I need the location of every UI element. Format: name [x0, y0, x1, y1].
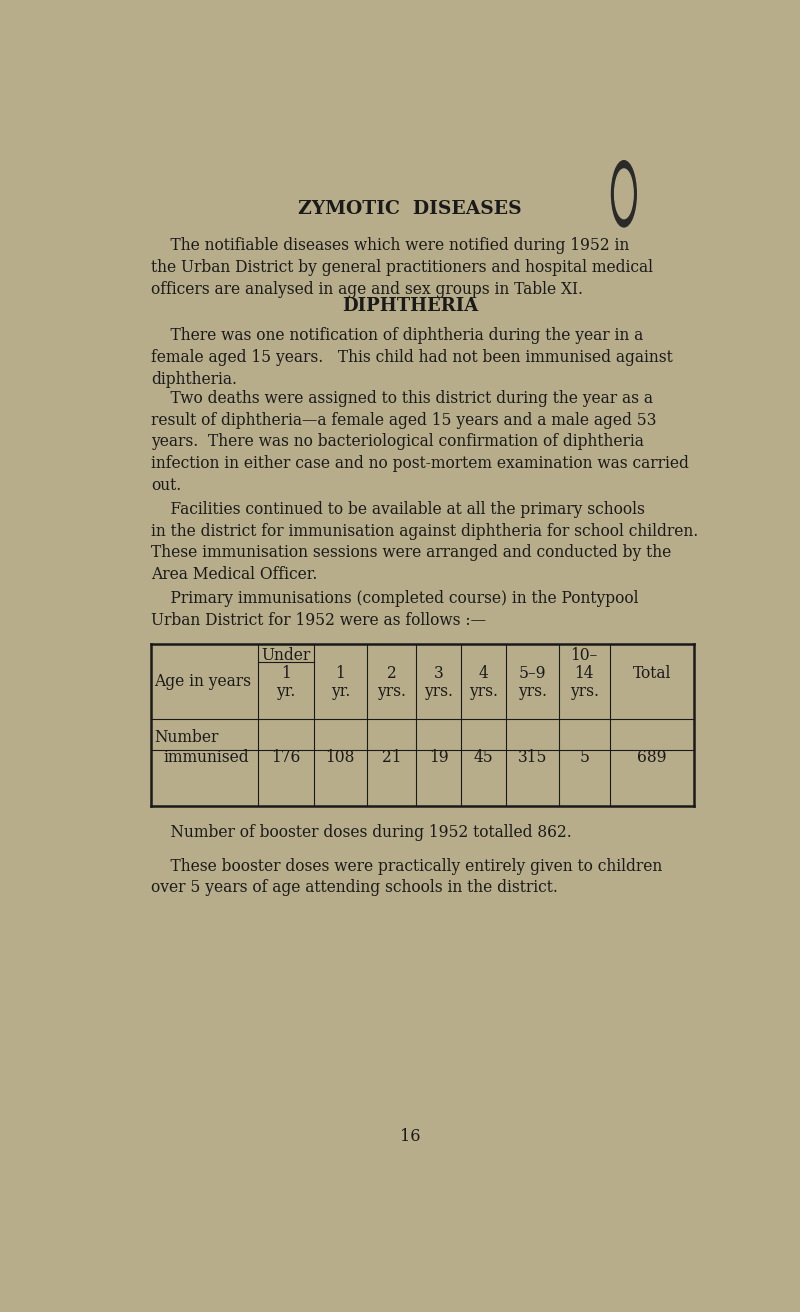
Text: yrs.: yrs. [469, 684, 498, 701]
Text: 1: 1 [281, 665, 291, 682]
Text: Two deaths were assigned to this district during the year as a: Two deaths were assigned to this distric… [151, 390, 653, 407]
Text: immunised: immunised [163, 749, 249, 766]
Text: yrs.: yrs. [424, 684, 453, 701]
Text: Under: Under [262, 647, 310, 664]
Text: yr.: yr. [276, 684, 296, 701]
Ellipse shape [614, 169, 634, 219]
Text: infection in either case and no post-mortem examination was carried: infection in either case and no post-mor… [151, 455, 689, 472]
Text: in the district for immunisation against diphtheria for school children.: in the district for immunisation against… [151, 522, 698, 539]
Text: 176: 176 [271, 749, 301, 766]
Text: over 5 years of age attending schools in the district.: over 5 years of age attending schools in… [151, 879, 558, 896]
Text: female aged 15 years.   This child had not been immunised against: female aged 15 years. This child had not… [151, 349, 673, 366]
Ellipse shape [611, 160, 636, 227]
Text: the Urban District by general practitioners and hospital medical: the Urban District by general practition… [151, 258, 653, 276]
Text: yrs.: yrs. [570, 684, 598, 701]
Text: The notifiable diseases which were notified during 1952 in: The notifiable diseases which were notif… [151, 237, 629, 255]
Text: 45: 45 [474, 749, 494, 766]
Text: 19: 19 [429, 749, 448, 766]
Text: 2: 2 [386, 665, 396, 682]
Text: 108: 108 [326, 749, 355, 766]
Text: ZYMOTIC  DISEASES: ZYMOTIC DISEASES [298, 199, 522, 218]
Text: Primary immunisations (completed course) in the Pontypool: Primary immunisations (completed course)… [151, 590, 638, 607]
Text: Number of booster doses during 1952 totalled 862.: Number of booster doses during 1952 tota… [151, 824, 571, 841]
Text: yrs.: yrs. [518, 684, 547, 701]
Text: Age in years: Age in years [154, 673, 251, 690]
Text: 4: 4 [478, 665, 488, 682]
Text: There was one notification of diphtheria during the year in a: There was one notification of diphtheria… [151, 327, 643, 344]
Text: These booster doses were practically entirely given to children: These booster doses were practically ent… [151, 858, 662, 875]
Text: Area Medical Officer.: Area Medical Officer. [151, 565, 318, 583]
Text: 3: 3 [434, 665, 443, 682]
Text: 16: 16 [400, 1128, 420, 1145]
Text: 14: 14 [574, 665, 594, 682]
Text: 21: 21 [382, 749, 401, 766]
Text: 5–9: 5–9 [518, 665, 546, 682]
Text: yr.: yr. [330, 684, 350, 701]
Text: yrs.: yrs. [377, 684, 406, 701]
Text: DIPHTHERIA: DIPHTHERIA [342, 297, 478, 315]
Text: diphtheria.: diphtheria. [151, 370, 237, 387]
Text: out.: out. [151, 476, 181, 493]
Text: result of diphtheria—a female aged 15 years and a male aged 53: result of diphtheria—a female aged 15 ye… [151, 412, 656, 429]
Text: Total: Total [633, 665, 671, 682]
Text: 1: 1 [335, 665, 345, 682]
Text: officers are analysed in age and sex groups in Table XI.: officers are analysed in age and sex gro… [151, 281, 583, 298]
Text: years.  There was no bacteriological confirmation of diphtheria: years. There was no bacteriological conf… [151, 433, 644, 450]
Text: Facilities continued to be available at all the primary schools: Facilities continued to be available at … [151, 501, 645, 518]
Text: Urban District for 1952 were as follows :—: Urban District for 1952 were as follows … [151, 611, 486, 628]
Text: 10–: 10– [570, 647, 598, 664]
Text: 5: 5 [579, 749, 590, 766]
Text: These immunisation sessions were arranged and conducted by the: These immunisation sessions were arrange… [151, 544, 671, 562]
Text: 689: 689 [637, 749, 666, 766]
Text: 315: 315 [518, 749, 547, 766]
Text: Number: Number [154, 728, 218, 745]
